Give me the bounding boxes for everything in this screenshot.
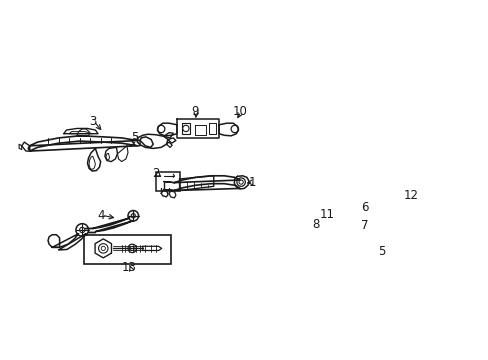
Bar <box>326 193 330 196</box>
Text: 4: 4 <box>97 209 104 222</box>
Text: 10: 10 <box>232 105 247 118</box>
Text: 5: 5 <box>131 131 138 144</box>
Text: 11: 11 <box>319 208 334 221</box>
Text: 13: 13 <box>122 261 137 274</box>
Bar <box>83 235 170 264</box>
Text: 1: 1 <box>248 176 255 189</box>
Text: 2: 2 <box>152 167 159 180</box>
Bar <box>397 167 426 193</box>
Bar <box>156 172 179 190</box>
Text: 5: 5 <box>378 244 385 257</box>
Bar <box>321 196 324 199</box>
Bar <box>418 168 426 190</box>
Text: 6: 6 <box>360 201 368 215</box>
Text: 3: 3 <box>89 114 96 127</box>
Text: 8: 8 <box>312 218 319 231</box>
Bar <box>320 189 325 194</box>
Text: 12: 12 <box>403 189 418 202</box>
Text: 9: 9 <box>191 105 199 118</box>
Text: 7: 7 <box>360 219 368 232</box>
